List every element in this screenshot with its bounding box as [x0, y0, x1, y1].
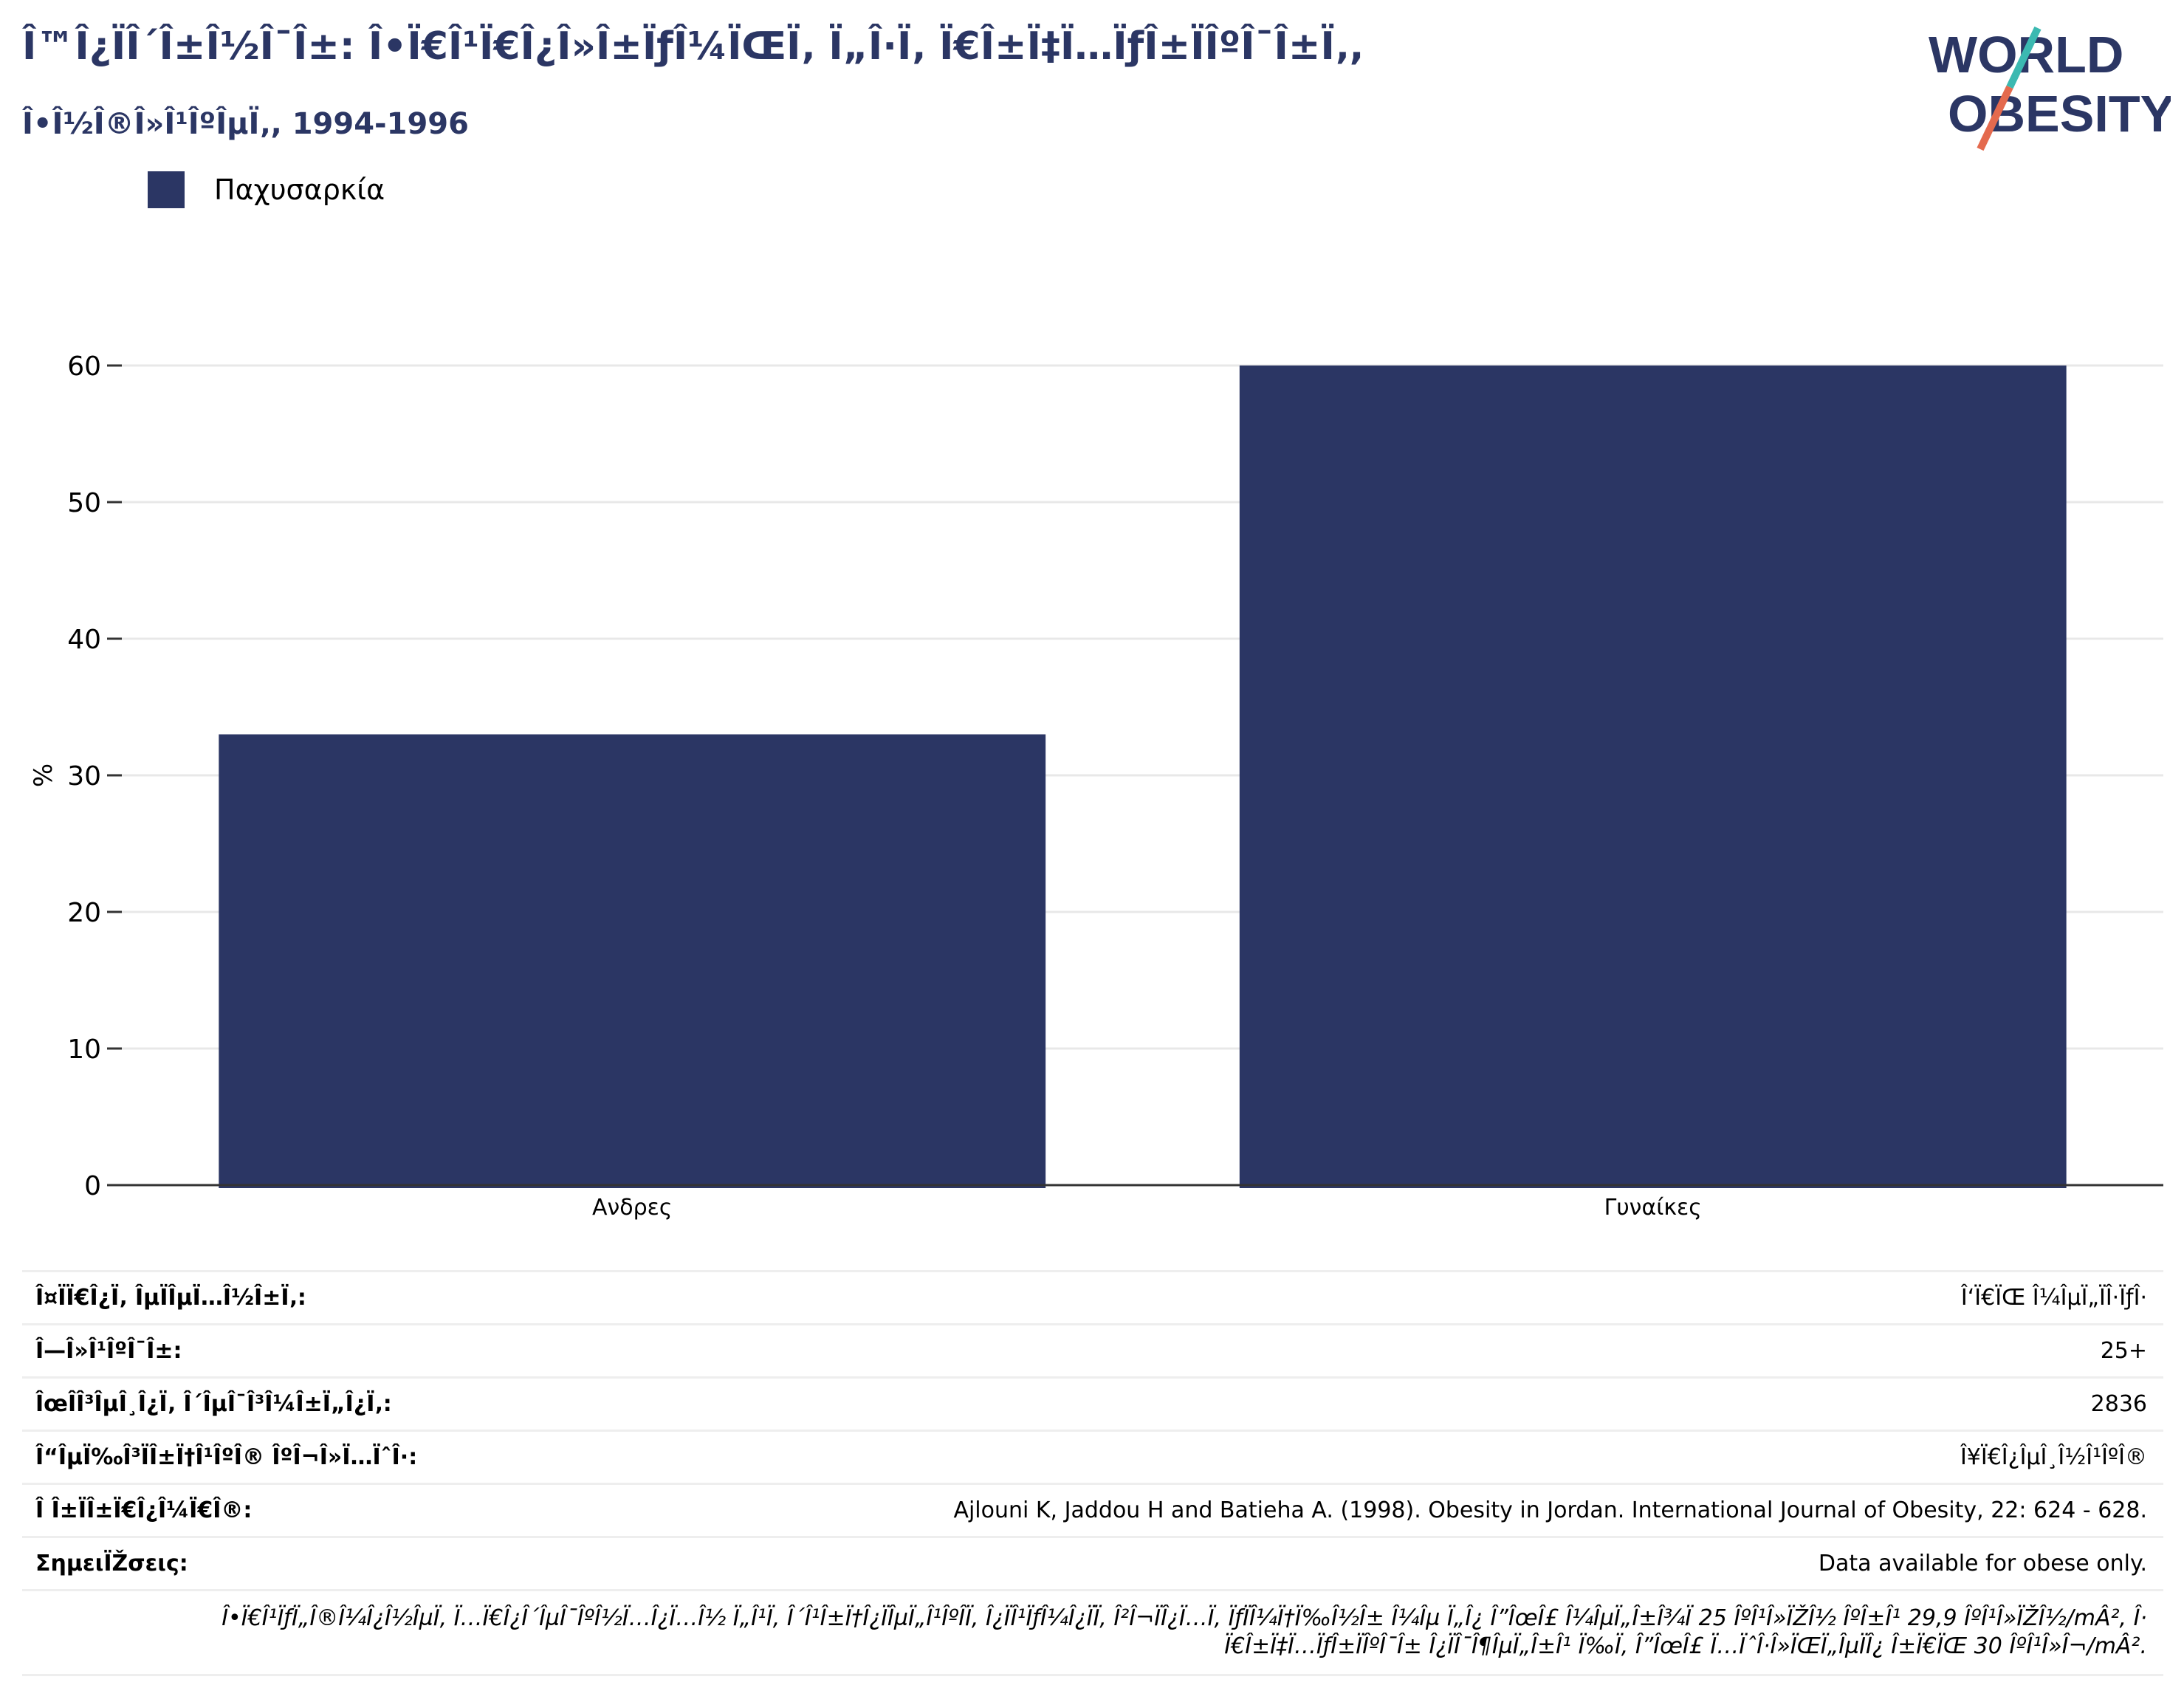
info-table: Î¤ÏÏ€Î¿Ï‚ ÎµÏÎµÏ…Î½Î±Ï‚: Î‘Ï€ÏŒ Î¼ÎµÏ„ÏÎ·… [22, 1270, 2163, 1676]
info-row: Î“ÎµÏ‰Î³ÏÎ±Ï†Î¹ÎºÎ® ÎºÎ¬Î»Ï…ÏˆÎ·: Î¥Ï€Î¿Î… [22, 1430, 2163, 1483]
legend: Παχυσαρκία [148, 171, 385, 208]
info-value: Ajlouni K, Jaddou H and Batieha A. (1998… [953, 1497, 2147, 1523]
info-row: Î—Î»Î¹ÎºÎ¯Î±: 25+ [22, 1323, 2163, 1376]
info-row: Î¤ÏÏ€Î¿Ï‚ ÎµÏÎµÏ…Î½Î±Ï‚: Î‘Ï€ÏŒ Î¼ÎµÏ„ÏÎ·… [22, 1270, 2163, 1323]
x-category-label: Ανδρες [592, 1195, 673, 1221]
info-value: 2836 [2090, 1391, 2147, 1417]
info-value: 25+ [2100, 1338, 2147, 1364]
y-tick-label: 30 [67, 761, 101, 792]
legend-swatch [148, 171, 185, 208]
legend-label: Παχυσαρκία [214, 174, 385, 206]
y-tick-label: 0 [84, 1171, 101, 1201]
bar [219, 734, 1046, 1188]
bar [1239, 366, 2067, 1188]
title-line-2: Î•Î½Î®Î»Î¹ÎºÎµÏ‚, 1994-1996 [22, 107, 469, 141]
info-value: Î‘Ï€ÏŒ Î¼ÎµÏ„ÏÎ·ÏƒÎ· [1960, 1285, 2147, 1311]
info-key: Î Î±ÏÎ±Ï€Î¿Î¼Ï€Î®: [35, 1497, 253, 1523]
info-value: Data available for obese only. [1818, 1551, 2147, 1576]
footnote-line-1: Î•Ï€Î¹ÏƒÏ„Î®Î¼Î¿Î½ÎµÏ‚ Ï…Ï€Î¿Î´ÎµÎ¯ÎºÎ½Ï… [222, 1605, 2147, 1631]
info-key: Î¤ÏÏ€Î¿Ï‚ ÎµÏÎµÏ…Î½Î±Ï‚: [35, 1285, 306, 1311]
info-value: Î¥Ï€Î¿ÎµÎ¸Î½Î¹ÎºÎ® [1960, 1444, 2147, 1470]
info-key: Î—Î»Î¹ÎºÎ¯Î±: [35, 1338, 182, 1364]
bar-chart: 0 10 20 30 40 50 60% Ανδρες Γυναίκες [29, 351, 2163, 1221]
footnote-line-2: Ï€Î±Ï‡Ï…ÏƒÎ±ÏÎºÎ¯Î± Î¿ÏÎ¯Î¶ÎµÏ„Î±Î¹ Ï‰Ï‚… [1224, 1633, 2147, 1659]
chart-title: Î™Î¿ÏÎ´Î±Î½Î¯Î±: Î•Ï€Î¹Ï€Î¿Î»Î±ÏƒÎ¼ÏŒÏ‚ … [22, 21, 1868, 145]
y-tick-label: 50 [67, 488, 101, 518]
x-category-label: Γυναίκες [1604, 1195, 1702, 1221]
world-obesity-logo: WORLD OBESITY [1929, 26, 2171, 151]
y-tick-label: 40 [67, 625, 101, 655]
logo-line-2: OBESITY [1948, 85, 2171, 143]
info-row: ΣημειÏŽσεις: Data available for obese onl… [22, 1536, 2163, 1589]
title-line-1: Î™Î¿ÏÎ´Î±Î½Î¯Î±: Î•Ï€Î¹Ï€Î¿Î»Î±ÏƒÎ¼ÏŒÏ‚ … [22, 24, 1364, 69]
y-tick-label: 60 [67, 351, 101, 382]
info-key: ΣημειÏŽσεις: [35, 1551, 188, 1576]
logo-slash-teal [2006, 26, 2042, 89]
info-key: ÎœÎ­Î³ÎµÎ¸Î¿Ï‚ Î´ÎµÎ¯Î³Î¼Î±Ï„Î¿Ï‚: [35, 1391, 392, 1417]
info-row: Î Î±ÏÎ±Ï€Î¿Î¼Ï€Î®: Ajlouni K, Jaddou H an… [22, 1483, 2163, 1536]
logo-slash-orange [1977, 85, 2013, 151]
y-axis-label: % [29, 764, 58, 787]
info-key: Î“ÎµÏ‰Î³ÏÎ±Ï†Î¹ÎºÎ® ÎºÎ¬Î»Ï…ÏˆÎ·: [35, 1444, 418, 1470]
info-row: ÎœÎ­Î³ÎµÎ¸Î¿Ï‚ Î´ÎµÎ¯Î³Î¼Î±Ï„Î¿Ï‚: 2836 [22, 1376, 2163, 1430]
y-tick-label: 20 [67, 898, 101, 928]
footnote: Î•Ï€Î¹ÏƒÏ„Î®Î¼Î¿Î½ÎµÏ‚ Ï…Ï€Î¿Î´ÎµÎ¯ÎºÎ½Ï… [22, 1589, 2163, 1676]
y-tick-label: 10 [67, 1034, 101, 1065]
